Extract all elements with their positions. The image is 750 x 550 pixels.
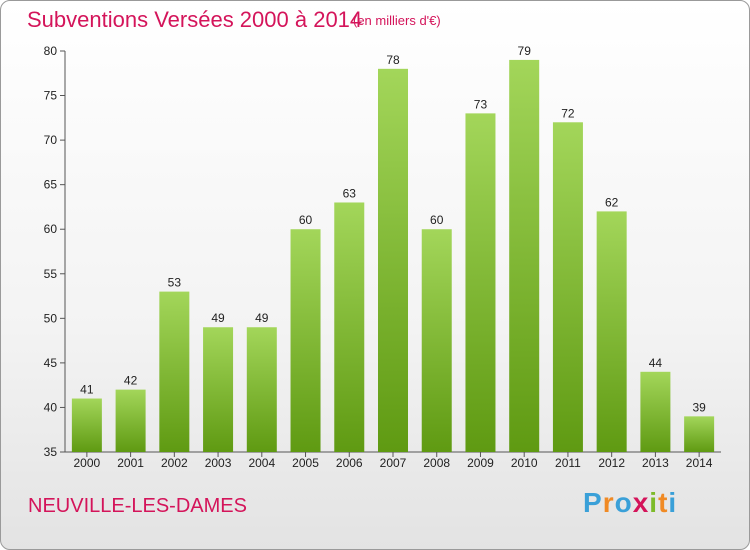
x-tick-label: 2003 xyxy=(205,456,232,470)
y-tick-label: 35 xyxy=(44,445,58,459)
bar xyxy=(509,59,540,453)
bar xyxy=(159,291,190,452)
y-tick-label: 65 xyxy=(44,178,58,192)
y-tick-label: 60 xyxy=(44,222,58,236)
x-tick-label: 2005 xyxy=(292,456,319,470)
bar xyxy=(246,327,277,452)
bar-value-label: 49 xyxy=(255,311,269,325)
bar xyxy=(71,398,102,452)
y-tick-label: 40 xyxy=(44,400,58,414)
x-tick-label: 2007 xyxy=(380,456,407,470)
logo-letter: i xyxy=(668,487,678,518)
data-labels: 41 42 53 49 49 60 63 78 60 73 79 72 62 44 39 xyxy=(80,44,706,414)
bar-value-label: 63 xyxy=(343,186,357,200)
bar-value-label: 73 xyxy=(474,97,488,111)
bar-value-label: 62 xyxy=(605,195,619,209)
bar-value-label: 60 xyxy=(299,213,313,227)
y-tick-label: 75 xyxy=(44,89,58,103)
x-tick-label: 2012 xyxy=(598,456,625,470)
bar-value-label: 42 xyxy=(124,374,138,388)
bar-value-label: 39 xyxy=(692,400,706,414)
logo-letter: o xyxy=(614,487,633,518)
logo-letter: t xyxy=(658,487,669,518)
bar xyxy=(552,122,583,453)
bar-value-label: 44 xyxy=(649,356,663,370)
bar xyxy=(465,113,496,452)
logo-letter: i xyxy=(649,487,659,518)
bar-value-label: 79 xyxy=(518,44,532,58)
chart-subtitle: (en milliers d'€) xyxy=(353,13,441,28)
x-tick-label: 2006 xyxy=(336,456,363,470)
bar xyxy=(684,416,715,452)
proxiti-logo: Proxiti xyxy=(583,487,677,519)
bar xyxy=(334,202,365,452)
bar-value-label: 60 xyxy=(430,213,444,227)
x-tick-label: 2010 xyxy=(511,456,538,470)
bar xyxy=(596,211,627,452)
bar xyxy=(421,229,452,452)
y-tick-label: 55 xyxy=(44,267,58,281)
y-tick-label: 45 xyxy=(44,356,58,370)
commune-name: NEUVILLE-LES-DAMES xyxy=(28,495,247,517)
chart-title: Subventions Versées 2000 à 2014 xyxy=(27,7,363,32)
bar-value-label: 53 xyxy=(168,276,182,290)
bar xyxy=(203,327,234,452)
bars xyxy=(71,59,715,453)
logo-letter: x xyxy=(632,487,650,518)
y-tick-label: 70 xyxy=(44,133,58,147)
y-tick-label: 50 xyxy=(44,311,58,325)
logo-letter: P xyxy=(583,487,603,518)
x-tick-label: 2009 xyxy=(467,456,494,470)
bar-value-label: 78 xyxy=(386,53,400,67)
x-tick-label: 2004 xyxy=(248,456,275,470)
bar xyxy=(115,389,146,452)
bar-value-label: 72 xyxy=(561,106,575,120)
x-tick-label: 2001 xyxy=(117,456,144,470)
axes: 35 40 45 50 55 60 65 70 75 80 2000 2001 2002 2003 2004… xyxy=(44,44,721,470)
bar-value-label: 49 xyxy=(211,311,225,325)
logo-letter: r xyxy=(602,487,615,518)
bar xyxy=(640,371,671,452)
x-tick-label: 2008 xyxy=(423,456,450,470)
x-tick-label: 2000 xyxy=(74,456,101,470)
y-tick-label: 80 xyxy=(44,44,58,58)
bar xyxy=(290,229,321,452)
x-tick-label: 2013 xyxy=(642,456,669,470)
x-tick-label: 2011 xyxy=(555,456,581,470)
bar xyxy=(378,68,408,453)
bar-value-label: 41 xyxy=(80,383,94,397)
x-tick-label: 2002 xyxy=(161,456,188,470)
x-tick-label: 2014 xyxy=(686,456,713,470)
